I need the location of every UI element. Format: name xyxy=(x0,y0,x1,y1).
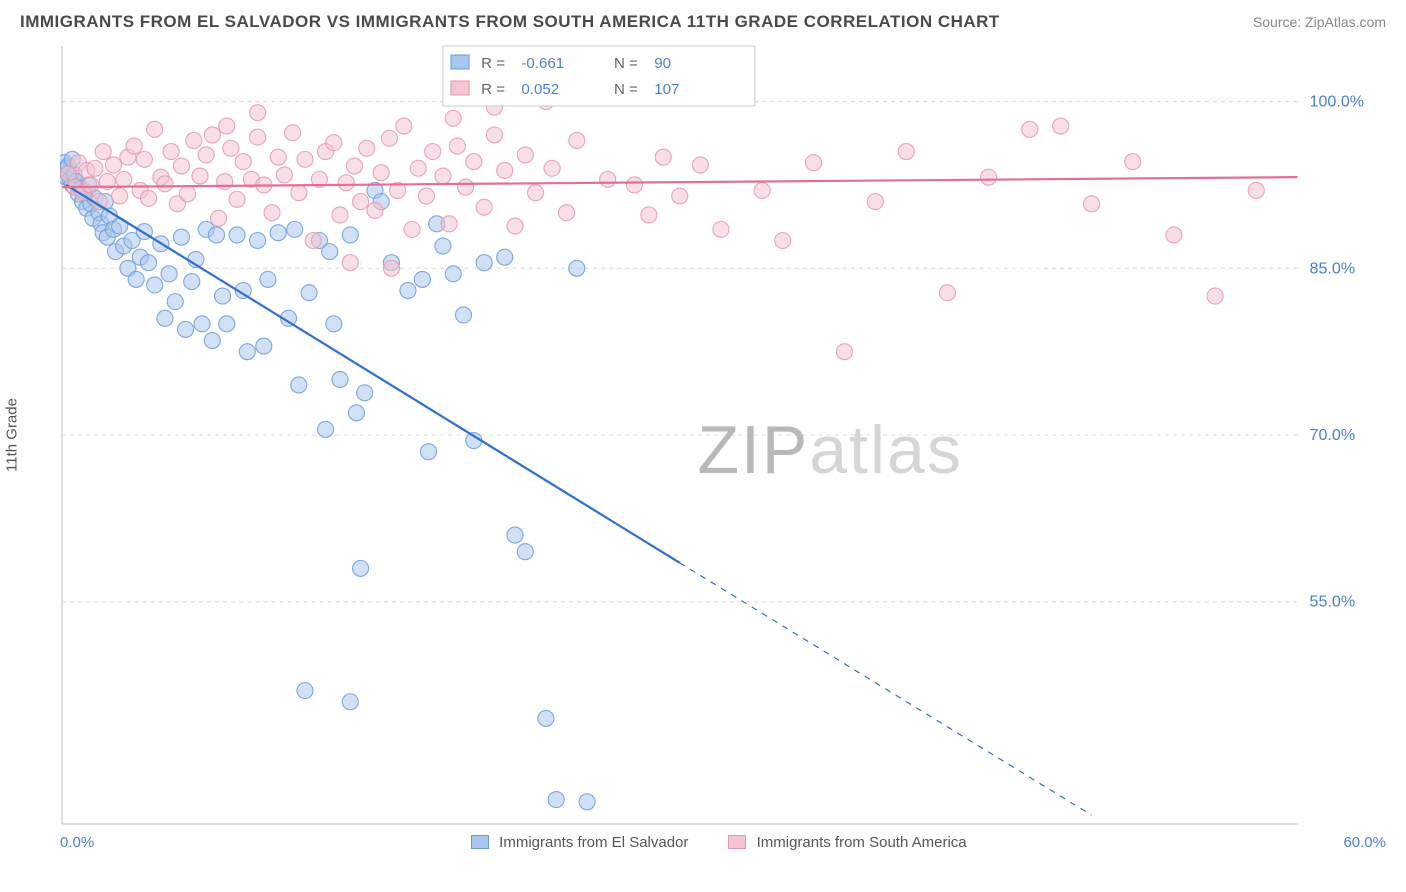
svg-text:0.052: 0.052 xyxy=(521,81,559,98)
svg-text:107: 107 xyxy=(654,81,679,98)
y-axis-label: 11th Grade xyxy=(4,398,21,472)
x-axis-row: 0.0% Immigrants from El Salvador Immigra… xyxy=(0,830,1406,857)
scatter-plot: 55.0% 70.0% 85.0% 100.0% R = -0.661 N = 90 R = 0.… xyxy=(60,40,1388,830)
legend-item-series-2: Immigrants from South America xyxy=(728,834,966,851)
svg-text:85.0%: 85.0% xyxy=(1310,259,1356,277)
chart-title: IMMIGRANTS FROM EL SALVADOR VS IMMIGRANT… xyxy=(20,12,1000,32)
svg-text:N =: N = xyxy=(614,81,638,98)
bottom-legend: Immigrants from El Salvador Immigrants f… xyxy=(471,834,967,851)
chart-area: 11th Grade 55.0%70.0%85.0%100.0%R =-0.66… xyxy=(60,40,1388,830)
legend-label-1: Immigrants from El Salvador xyxy=(499,834,688,851)
source-name[interactable]: ZipAtlas.com xyxy=(1305,14,1386,30)
legend-swatch-2 xyxy=(728,835,746,849)
svg-text:55.0%: 55.0% xyxy=(1310,593,1356,611)
svg-text:R =: R = xyxy=(481,81,505,98)
svg-text:N =: N = xyxy=(614,55,638,72)
chart-header: IMMIGRANTS FROM EL SALVADOR VS IMMIGRANT… xyxy=(0,0,1406,40)
legend-label-2: Immigrants from South America xyxy=(757,834,967,851)
source-label: Source: xyxy=(1253,14,1305,30)
svg-text:R =: R = xyxy=(481,55,505,72)
x-tick-max: 60.0% xyxy=(1343,834,1386,851)
source-attribution: Source: ZipAtlas.com xyxy=(1253,14,1386,30)
svg-text:70.0%: 70.0% xyxy=(1310,426,1356,444)
svg-text:90: 90 xyxy=(654,55,671,72)
svg-text:100.0%: 100.0% xyxy=(1310,93,1365,111)
legend-item-series-1: Immigrants from El Salvador xyxy=(471,834,688,851)
legend-swatch-1 xyxy=(471,835,489,849)
svg-text:-0.661: -0.661 xyxy=(521,55,564,72)
x-tick-min: 0.0% xyxy=(60,834,94,851)
